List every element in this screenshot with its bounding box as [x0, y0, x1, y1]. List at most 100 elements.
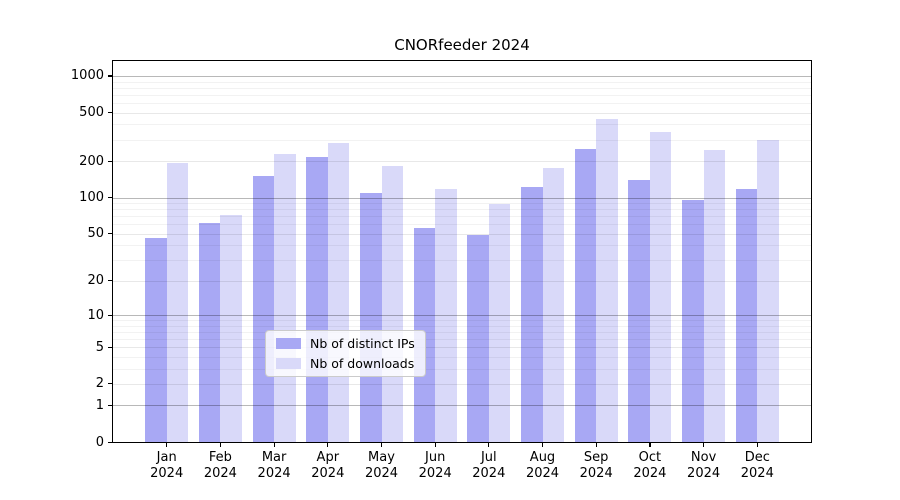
- gridline-y-1000: [113, 75, 811, 77]
- y-tick-mark-200: [108, 160, 112, 162]
- x-tick-month: Nov: [690, 450, 717, 465]
- bar-downloads-apr: [327, 142, 350, 442]
- y-tick-label-0: 0: [95, 434, 104, 450]
- x-tick-mark-may: [381, 443, 383, 447]
- x-tick-label-apr: Apr 2024: [296, 450, 360, 482]
- y-tick-label-1000: 1000: [70, 68, 104, 84]
- x-tick-label-may: May 2024: [350, 450, 414, 482]
- x-tick-mark-jul: [488, 443, 490, 447]
- x-tick-label-aug: Aug 2024: [511, 450, 575, 482]
- x-tick-label-dec: Dec 2024: [725, 450, 789, 482]
- gridline-y-minor-400: [113, 124, 811, 126]
- y-tick-label-5: 5: [95, 339, 104, 355]
- x-tick-mark-jan: [166, 443, 168, 447]
- legend-label-distinct-ips: Nb of distinct IPs: [310, 336, 415, 351]
- x-tick-year: 2024: [150, 466, 184, 481]
- bar-distinct-ips-feb: [198, 223, 221, 442]
- bar-distinct-ips-may: [360, 192, 382, 442]
- bar-downloads-mar: [274, 154, 296, 442]
- x-tick-mark-oct: [649, 443, 651, 447]
- x-tick-month: Aug: [529, 450, 556, 465]
- x-tick-mark-aug: [542, 443, 544, 447]
- x-tick-month: Feb: [208, 450, 232, 465]
- x-tick-mark-mar: [273, 443, 275, 447]
- legend-swatch-distinct-ips: [276, 338, 301, 349]
- x-tick-month: Jun: [425, 450, 446, 465]
- bar-downloads-feb: [220, 215, 242, 442]
- y-tick-mark-1000: [108, 75, 112, 77]
- x-tick-month: Mar: [261, 450, 287, 465]
- x-tick-mark-apr: [327, 443, 329, 447]
- plot-area: [112, 60, 812, 443]
- x-tick-year: 2024: [203, 466, 237, 481]
- bar-downloads-jul: [488, 204, 511, 442]
- bar-downloads-nov: [703, 150, 726, 442]
- y-tick-label-1: 1: [95, 397, 104, 413]
- x-tick-mark-nov: [703, 443, 705, 447]
- y-tick-label-20: 20: [87, 273, 104, 289]
- legend-entry-downloads: Nb of downloads: [276, 356, 415, 371]
- x-tick-year: 2024: [364, 466, 399, 481]
- x-tick-label-mar: Mar 2024: [242, 450, 306, 482]
- y-tick-mark-0: [108, 441, 112, 443]
- gridline-y-minor-300: [113, 139, 811, 141]
- x-tick-month: Oct: [638, 450, 662, 465]
- x-tick-label-nov: Nov 2024: [672, 450, 736, 482]
- x-tick-month: Jan: [156, 450, 177, 465]
- x-tick-mark-dec: [756, 443, 758, 447]
- y-tick-label-2: 2: [95, 376, 104, 392]
- y-tick-label-10: 10: [87, 307, 104, 323]
- bar-downloads-may: [381, 166, 403, 442]
- y-tick-mark-100: [108, 197, 112, 199]
- bar-distinct-ips-apr: [306, 157, 328, 442]
- gridline-y-minor-900: [113, 81, 811, 83]
- x-tick-year: 2024: [687, 466, 721, 481]
- x-tick-label-feb: Feb 2024: [188, 450, 252, 482]
- legend-entry-distinct-ips: Nb of distinct IPs: [276, 336, 415, 351]
- legend: Nb of distinct IPs Nb of downloads: [265, 330, 426, 377]
- bar-downloads-aug: [542, 168, 564, 442]
- legend-label-downloads: Nb of downloads: [310, 356, 415, 371]
- y-tick-mark-1: [108, 404, 112, 406]
- y-tick-mark-10: [108, 314, 112, 316]
- x-tick-label-jul: Jul 2024: [457, 450, 521, 482]
- bar-distinct-ips-sep: [574, 149, 597, 442]
- y-tick-mark-2: [108, 383, 112, 385]
- x-tick-year: 2024: [311, 466, 345, 481]
- bar-distinct-ips-dec: [735, 188, 758, 442]
- bar-downloads-oct: [649, 132, 672, 442]
- gridline-y-500: [113, 112, 811, 114]
- x-tick-year: 2024: [257, 466, 291, 481]
- x-tick-label-sep: Sep 2024: [564, 450, 628, 482]
- x-tick-year: 2024: [472, 466, 506, 481]
- x-tick-mark-feb: [219, 443, 222, 447]
- y-tick-mark-500: [108, 112, 112, 114]
- gridline-y-minor-700: [113, 94, 811, 96]
- x-tick-month: Sep: [583, 450, 609, 465]
- bar-downloads-sep: [596, 118, 618, 442]
- x-tick-label-jun: Jun 2024: [403, 450, 467, 482]
- bar-downloads-jun: [435, 189, 457, 442]
- bar-downloads-jan: [166, 162, 189, 442]
- gridline-y-minor-800: [113, 87, 811, 89]
- x-tick-year: 2024: [579, 466, 613, 481]
- bar-distinct-ips-jul: [467, 234, 489, 442]
- x-tick-month: Jul: [480, 450, 497, 465]
- x-tick-year: 2024: [740, 466, 774, 481]
- y-tick-mark-50: [108, 233, 112, 235]
- legend-swatch-downloads: [276, 358, 301, 369]
- x-tick-mark-sep: [595, 443, 597, 447]
- x-tick-month: May: [368, 450, 395, 465]
- bar-distinct-ips-jan: [145, 238, 167, 442]
- y-tick-label-50: 50: [87, 226, 104, 242]
- x-tick-year: 2024: [633, 466, 667, 481]
- bar-distinct-ips-mar: [252, 175, 275, 442]
- y-tick-label-100: 100: [79, 190, 104, 205]
- bar-distinct-ips-nov: [682, 200, 704, 442]
- chart-title: CNORfeeder 2024: [394, 36, 530, 54]
- y-tick-label-200: 200: [79, 153, 104, 169]
- y-tick-label-500: 500: [79, 105, 104, 121]
- x-tick-month: Dec: [744, 450, 770, 465]
- bar-distinct-ips-oct: [628, 180, 650, 442]
